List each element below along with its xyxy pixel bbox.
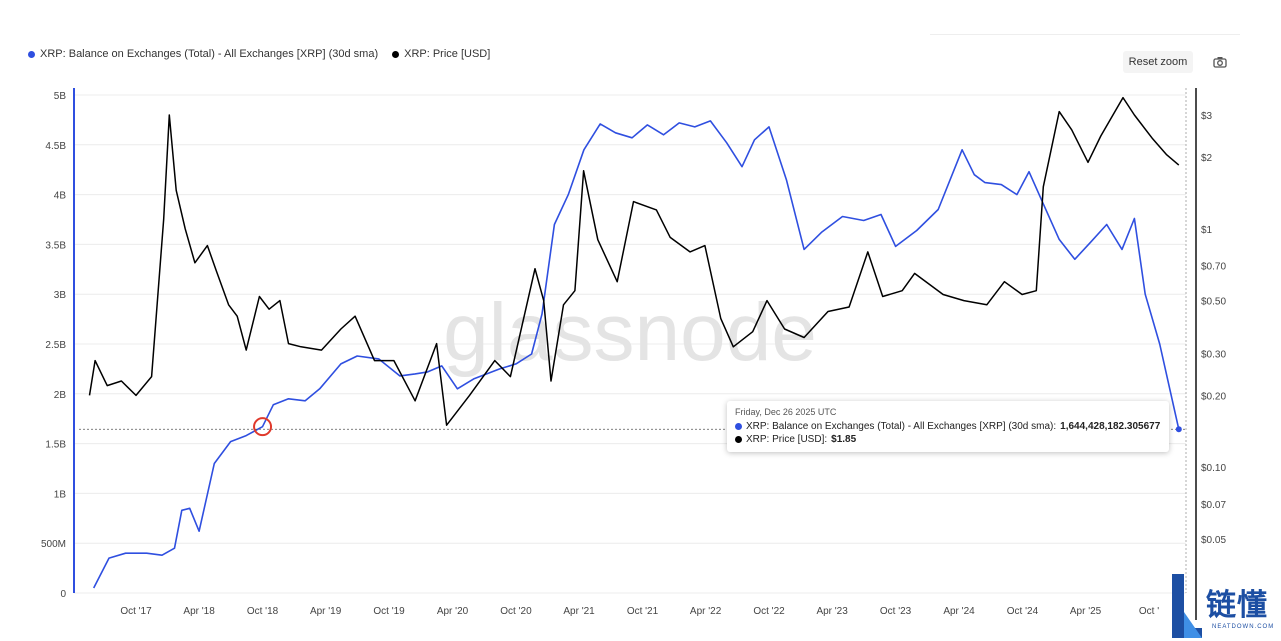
legend-item-balance[interactable]: XRP: Balance on Exchanges (Total) - All … [28, 48, 378, 60]
reset-zoom-button[interactable]: Reset zoom [1123, 51, 1193, 73]
right-tick-label: $1 [1201, 225, 1213, 236]
right-tick-label: $3 [1201, 111, 1213, 122]
tooltip-price-label: XRP: Price [USD]: [746, 434, 828, 445]
grid-lines [74, 94, 1186, 594]
left-tick-label: 1.5B [45, 440, 66, 451]
x-tick-label: Oct '23 [880, 606, 912, 617]
right-tick-label: $0.10 [1201, 463, 1226, 474]
x-tick-label: Oct '20 [500, 606, 532, 617]
tooltip-row-price: XRP: Price [USD]: $1.85 [735, 434, 856, 445]
left-tick-label: 500M [41, 539, 66, 550]
right-tick-label: $0.07 [1201, 500, 1226, 511]
left-y-axis: 0 500M 1B 1.5B 2B 2.5B 3B 3.5B 4B 4.5B 5B [41, 88, 75, 600]
site-logo: 链懂 NEATDOWN.COM [1168, 572, 1281, 641]
right-tick-label: $2 [1201, 153, 1213, 164]
right-y-axis: $0.05 $0.07 $0.10 $0.20 $0.30 $0.50 $0.70 $1 $2 $… [1185, 88, 1226, 620]
legend-label-price: XRP: Price [USD] [404, 48, 491, 60]
price-series-line [88, 96, 1180, 426]
x-tick-label: Apr '19 [310, 606, 342, 617]
x-tick-label: Oct '18 [247, 606, 279, 617]
left-tick-label: 4B [54, 191, 67, 202]
top-search-bar [930, 28, 1240, 35]
x-tick-label: Apr '18 [183, 606, 215, 617]
x-tick-label: Oct '19 [373, 606, 405, 617]
right-tick-label: $0.30 [1201, 349, 1226, 360]
legend-item-price[interactable]: XRP: Price [USD] [392, 48, 490, 60]
tooltip-dot-balance [735, 423, 742, 430]
logo-text: 链懂 [1206, 588, 1268, 623]
x-axis: Oct '17 Apr '18 Oct '18 Apr '19 Oct '19 Apr '… [120, 606, 1159, 617]
right-tick-label: $0.05 [1201, 535, 1226, 546]
crosshair-point [1175, 426, 1182, 433]
left-tick-label: 3B [54, 290, 67, 301]
x-tick-label: Oct ' [1139, 606, 1159, 617]
x-tick-label: Apr '21 [563, 606, 595, 617]
legend-dot-price [392, 50, 400, 58]
right-tick-label: $0.50 [1201, 297, 1226, 308]
x-tick-label: Apr '25 [1070, 606, 1102, 617]
tooltip-price-value: $1.85 [831, 434, 857, 445]
x-tick-label: Apr '22 [690, 606, 722, 617]
x-tick-label: Apr '23 [816, 606, 848, 617]
left-tick-label: 1B [54, 489, 67, 500]
x-tick-label: Apr '24 [943, 606, 975, 617]
tooltip-row-balance: XRP: Balance on Exchanges (Total) - All … [735, 421, 1160, 432]
chart-legend: XRP: Balance on Exchanges (Total) - All … [28, 48, 490, 60]
left-tick-label: 4.5B [45, 141, 66, 152]
left-tick-label: 2.5B [45, 340, 66, 351]
highlight-circle [253, 417, 273, 437]
tooltip-balance-label: XRP: Balance on Exchanges (Total) - All … [746, 421, 1057, 432]
annotations [79, 417, 1186, 437]
camera-icon[interactable] [1210, 53, 1230, 71]
left-tick-label: 0 [60, 589, 66, 600]
x-tick-label: Apr '20 [437, 606, 469, 617]
tooltip-dot-price [735, 436, 742, 443]
watermark: glassnode [443, 287, 817, 378]
tooltip: Friday, Dec 26 2025 UTC XRP: Balance on … [727, 401, 1169, 452]
left-tick-label: 5B [54, 91, 67, 102]
x-tick-label: Oct '21 [627, 606, 659, 617]
x-tick-label: Oct '24 [1007, 606, 1039, 617]
left-tick-label: 3.5B [45, 240, 66, 251]
x-tick-label: Oct '22 [753, 606, 785, 617]
tooltip-balance-value: 1,644,428,182.305677 [1060, 421, 1161, 432]
tooltip-date: Friday, Dec 26 2025 UTC [735, 407, 837, 417]
logo-subtext: NEATDOWN.COM [1212, 624, 1275, 630]
right-tick-label: $0.70 [1201, 262, 1226, 273]
legend-dot-balance [28, 50, 35, 58]
legend-label-balance: XRP: Balance on Exchanges (Total) - All … [40, 48, 379, 60]
x-tick-label: Oct '17 [120, 606, 152, 617]
left-tick-label: 2B [54, 390, 67, 401]
right-tick-label: $0.20 [1201, 391, 1226, 402]
logo-mark-icon [1172, 574, 1202, 638]
